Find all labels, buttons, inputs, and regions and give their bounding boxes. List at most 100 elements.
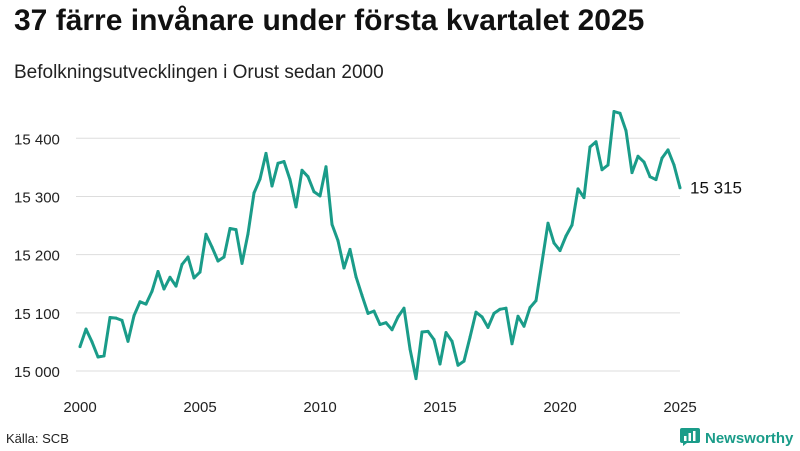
data-point: [546, 221, 550, 225]
data-point: [438, 362, 442, 366]
y-tick-label: 15 400: [14, 131, 60, 148]
data-point: [558, 249, 562, 253]
data-point: [174, 284, 178, 288]
data-point: [348, 247, 352, 251]
data-point: [444, 331, 448, 335]
y-axis-ticks: 15 000 15 100 15 200 15 300 15 400: [14, 131, 60, 381]
data-point: [300, 168, 304, 172]
data-point: [180, 263, 184, 266]
data-point: [234, 228, 238, 232]
data-point: [390, 328, 394, 332]
data-point: [186, 255, 190, 259]
data-point: [132, 314, 136, 318]
data-point: [198, 270, 202, 274]
data-point: [402, 306, 406, 310]
x-tick-label: 2005: [183, 399, 216, 416]
series-line: [78, 110, 682, 381]
x-tick-label: 2015: [423, 399, 456, 416]
data-point: [336, 239, 340, 243]
data-point: [252, 191, 256, 195]
source-note: Källa: SCB: [6, 431, 69, 446]
newsworthy-logo-icon: [680, 426, 700, 451]
data-point: [294, 205, 298, 209]
data-point: [138, 300, 142, 304]
data-point: [534, 299, 538, 303]
data-point: [108, 316, 112, 319]
data-point: [264, 151, 268, 155]
data-point: [426, 329, 430, 333]
data-point: [552, 241, 556, 245]
data-point: [84, 327, 88, 331]
x-tick-label: 2020: [543, 399, 576, 416]
data-point: [504, 306, 508, 310]
y-tick-label: 15 200: [14, 248, 60, 265]
x-tick-label: 2010: [303, 399, 336, 416]
data-point: [420, 330, 424, 334]
data-point: [678, 186, 682, 190]
data-point: [432, 338, 436, 342]
data-point: [648, 175, 652, 179]
data-point: [522, 324, 526, 328]
data-point: [528, 306, 532, 310]
brand-logo[interactable]: Newsworthy: [680, 426, 793, 451]
data-point: [480, 315, 484, 319]
data-point: [330, 222, 334, 226]
data-point: [396, 315, 400, 319]
data-point: [270, 184, 274, 188]
data-point: [570, 223, 574, 227]
data-point: [216, 259, 220, 263]
data-point: [342, 266, 346, 270]
data-point: [624, 129, 628, 133]
data-point: [468, 335, 472, 339]
data-point: [618, 111, 622, 115]
data-point: [384, 321, 388, 325]
data-point: [282, 160, 286, 163]
chart-title: 37 färre invånare under första kvartalet…: [14, 4, 645, 37]
data-point: [246, 232, 250, 236]
data-point: [150, 289, 154, 293]
data-point: [168, 275, 172, 279]
data-point: [324, 165, 328, 169]
data-point: [540, 260, 544, 264]
data-point: [360, 293, 364, 297]
data-point: [450, 339, 454, 343]
data-point: [636, 154, 640, 158]
y-tick-label: 15 300: [14, 189, 60, 206]
data-point: [144, 302, 148, 306]
chart-subtitle: Befolkningsutvecklingen i Orust sedan 20…: [14, 62, 384, 83]
data-point: [228, 227, 232, 230]
data-point: [564, 234, 568, 238]
data-point: [582, 196, 586, 200]
data-point: [312, 190, 316, 194]
data-point: [276, 161, 280, 165]
y-tick-label: 15 000: [14, 364, 60, 381]
data-point: [486, 325, 490, 329]
data-point: [372, 309, 376, 313]
data-point: [210, 245, 214, 249]
data-point: [162, 287, 166, 291]
y-tick-label: 15 100: [14, 306, 60, 323]
data-point: [126, 339, 130, 343]
data-point: [156, 270, 160, 273]
data-point: [102, 354, 106, 358]
data-point: [408, 347, 412, 351]
data-point: [492, 311, 496, 315]
data-point: [306, 175, 310, 179]
data-point: [96, 355, 100, 359]
data-point: [630, 171, 634, 175]
data-point: [90, 340, 94, 344]
end-value-label: 15 315: [690, 179, 742, 198]
data-point: [606, 163, 610, 167]
data-point: [78, 345, 82, 349]
data-point: [600, 168, 604, 172]
x-tick-label: 2025: [663, 399, 696, 416]
data-point: [192, 276, 196, 280]
data-point: [462, 359, 466, 363]
x-tick-label: 2000: [63, 399, 96, 416]
gridlines: [76, 137, 680, 372]
data-point: [354, 275, 358, 279]
x-axis-ticks: 2000 2005 2010 2015 2020 2025: [63, 399, 696, 416]
data-point: [288, 178, 292, 182]
data-point: [666, 148, 670, 152]
data-point: [510, 342, 514, 346]
